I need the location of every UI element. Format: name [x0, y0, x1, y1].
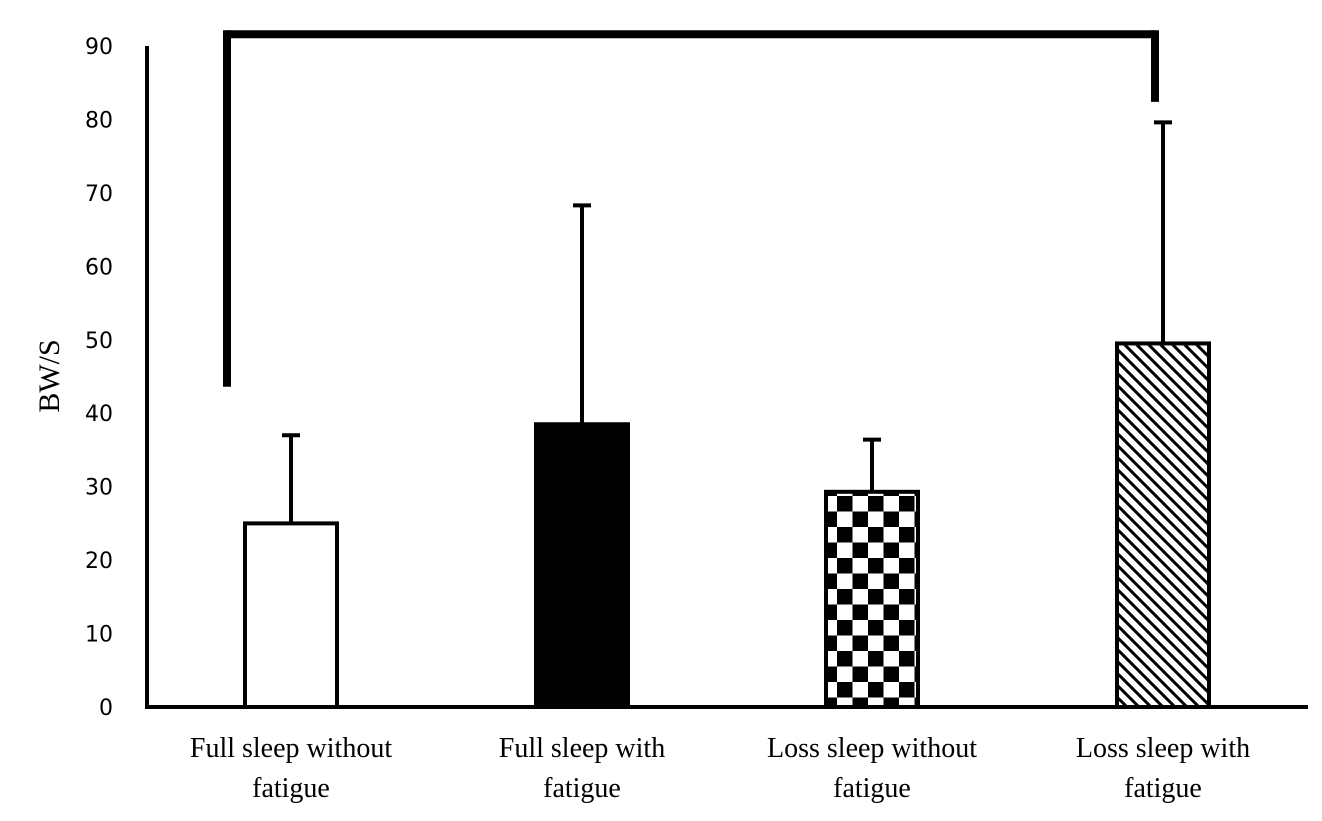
x-category-label: fatigue [252, 773, 330, 804]
y-tick-label: 40 [85, 402, 113, 427]
error-bars [282, 120, 1172, 524]
y-tick-label: 20 [85, 549, 113, 574]
y-tick-label: 90 [85, 35, 113, 60]
y-tick-label: 30 [85, 476, 113, 501]
bars [243, 341, 1211, 710]
y-axis-title: BW/S [33, 339, 66, 412]
y-tick-label: 50 [85, 329, 113, 354]
x-category-labels: Full sleep without fatigue Full sleep with… [190, 733, 1250, 804]
y-tick-label: 60 [85, 255, 113, 280]
y-tick-label: 10 [85, 623, 113, 648]
x-category-label: fatigue [833, 773, 911, 804]
bar-1 [243, 521, 339, 710]
bar-3 [824, 489, 920, 709]
y-tick-label: 80 [85, 108, 113, 133]
x-category-label: Full sleep without [190, 733, 392, 764]
x-category-label: Full sleep with [499, 733, 665, 764]
y-tick-labels: 0 10 20 30 40 50 60 70 80 90 [85, 35, 113, 721]
x-category-label: Loss sleep with [1076, 733, 1250, 764]
bar-2 [534, 422, 630, 709]
y-tick-label: 70 [85, 182, 113, 207]
x-category-label: fatigue [543, 773, 621, 804]
x-category-label: fatigue [1124, 773, 1202, 804]
significance-bracket [223, 30, 1159, 387]
bar-4 [1115, 341, 1211, 709]
y-tick-label: 0 [99, 696, 113, 721]
x-category-label: Loss sleep without [767, 733, 977, 764]
axes [145, 46, 1308, 709]
